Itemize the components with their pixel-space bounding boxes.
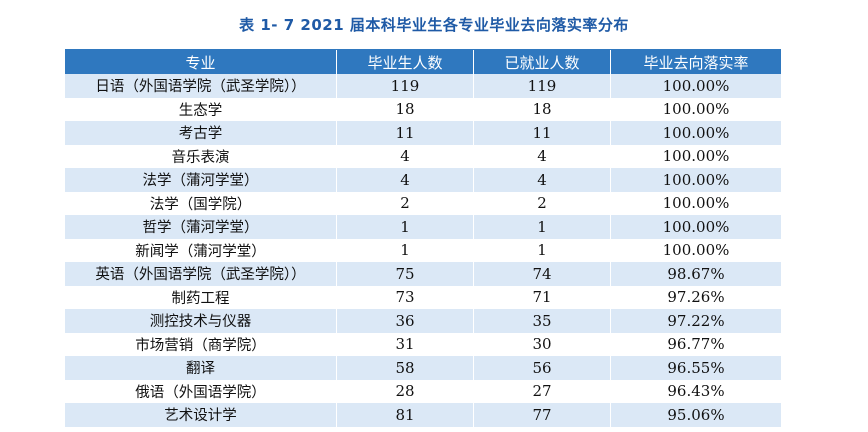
cell-graduates: 4 [337, 168, 474, 192]
table-row: 生态学 18 18 100.00% [65, 97, 781, 121]
table-row: 制药工程 73 71 97.26% [65, 285, 781, 309]
table-row: 翻译 58 56 96.55% [65, 356, 781, 380]
table-caption: 表 1- 7 2021 届本科毕业生各专业毕业去向落实率分布 [239, 16, 629, 34]
table-row: 法学（蒲河学堂） 4 4 100.00% [65, 168, 781, 192]
cell-employed: 74 [474, 262, 611, 286]
cell-rate: 100.00% [662, 241, 730, 260]
cell-graduates: 11 [337, 121, 474, 145]
cell-major: 法学（蒲河学堂） [65, 168, 337, 192]
cell-graduates: 73 [337, 285, 474, 309]
cell-rate: 100.00% [662, 123, 730, 142]
cell-major: 生态学 [65, 97, 337, 121]
cell-graduates: 28 [337, 379, 474, 403]
cell-rate: 100.00% [662, 76, 730, 95]
cell-rate: 98.67% [667, 264, 725, 283]
cell-employed: 4 [474, 168, 611, 192]
table-row: 法学（国学院） 2 2 100.00% [65, 191, 781, 215]
cell-employed: 11 [474, 121, 611, 145]
cell-major: 艺术设计学 [65, 403, 337, 427]
cell-employed: 71 [474, 285, 611, 309]
cell-graduates: 1 [337, 238, 474, 262]
cell-employed: 119 [474, 74, 611, 98]
table-row: 哲学（蒲河学堂） 1 1 100.00% [65, 215, 781, 239]
cell-rate: 100.00% [662, 194, 730, 213]
cell-rate: 100.00% [662, 100, 730, 119]
table-body: 日语（外国语学院（武圣学院）） 119 119 100.00% 生态学 18 18 100.0… [65, 74, 781, 427]
cell-employed: 30 [474, 332, 611, 356]
cell-employed: 27 [474, 379, 611, 403]
cell-rate: 100.00% [662, 217, 730, 236]
cell-employed: 35 [474, 309, 611, 333]
cell-graduates: 4 [337, 144, 474, 168]
cell-rate: 95.06% [667, 405, 725, 424]
cell-rate: 97.22% [667, 311, 725, 330]
cell-major: 法学（国学院） [65, 191, 337, 215]
cell-major: 测控技术与仪器 [65, 309, 337, 333]
cell-major: 翻译 [65, 356, 337, 380]
cell-rate: 97.26% [667, 288, 725, 307]
cell-major: 制药工程 [65, 285, 337, 309]
cell-graduates: 75 [337, 262, 474, 286]
cell-employed: 1 [474, 215, 611, 239]
cell-rate: 96.43% [667, 382, 725, 401]
table-row: 考古学 11 11 100.00% [65, 121, 781, 145]
header-major: 专业 [65, 50, 337, 74]
cell-employed: 77 [474, 403, 611, 427]
header-rate: 毕业去向落实率 [643, 53, 749, 72]
table-row: 市场营销（商学院） 31 30 96.77% [65, 332, 781, 356]
cell-major: 考古学 [65, 121, 337, 145]
table-header: 专业 毕业生人数 已就业人数 毕业去向落实率 [65, 50, 781, 74]
table-row: 音乐表演 4 4 100.00% [65, 144, 781, 168]
cell-major: 市场营销（商学院） [65, 332, 337, 356]
table-row: 艺术设计学 81 77 95.06% [65, 403, 781, 427]
cell-major: 哲学（蒲河学堂） [65, 215, 337, 239]
cell-rate: 100.00% [662, 147, 730, 166]
cell-graduates: 36 [337, 309, 474, 333]
cell-graduates: 1 [337, 215, 474, 239]
cell-rate: 100.00% [662, 170, 730, 189]
cell-employed: 1 [474, 238, 611, 262]
cell-major: 英语（外国语学院（武圣学院）） [65, 262, 337, 286]
cell-rate: 96.55% [667, 358, 725, 377]
cell-graduates: 81 [337, 403, 474, 427]
table-row: 日语（外国语学院（武圣学院）） 119 119 100.00% [65, 74, 781, 98]
cell-employed: 18 [474, 97, 611, 121]
cell-rate: 96.77% [667, 335, 725, 354]
header-employed: 已就业人数 [474, 50, 611, 74]
header-graduates: 毕业生人数 [337, 50, 474, 74]
cell-major: 日语（外国语学院（武圣学院）） [65, 74, 337, 98]
cell-graduates: 58 [337, 356, 474, 380]
cell-major: 俄语（外国语学院） [65, 379, 337, 403]
cell-employed: 4 [474, 144, 611, 168]
table-row: 新闻学（蒲河学堂） 1 1 100.00% [65, 238, 781, 262]
cell-employed: 2 [474, 191, 611, 215]
cell-graduates: 119 [337, 74, 474, 98]
table-row: 英语（外国语学院（武圣学院）） 75 74 98.67% [65, 262, 781, 286]
table-row: 测控技术与仪器 36 35 97.22% [65, 309, 781, 333]
cell-graduates: 18 [337, 97, 474, 121]
cell-graduates: 2 [337, 191, 474, 215]
cell-major: 音乐表演 [65, 144, 337, 168]
table-row: 俄语（外国语学院） 28 27 96.43% [65, 379, 781, 403]
cell-employed: 56 [474, 356, 611, 380]
cell-graduates: 31 [337, 332, 474, 356]
cell-major: 新闻学（蒲河学堂） [65, 238, 337, 262]
majors-table: 专业 毕业生人数 已就业人数 毕业去向落实率 日语（外国语学院（武圣学院）） 11… [65, 49, 781, 427]
